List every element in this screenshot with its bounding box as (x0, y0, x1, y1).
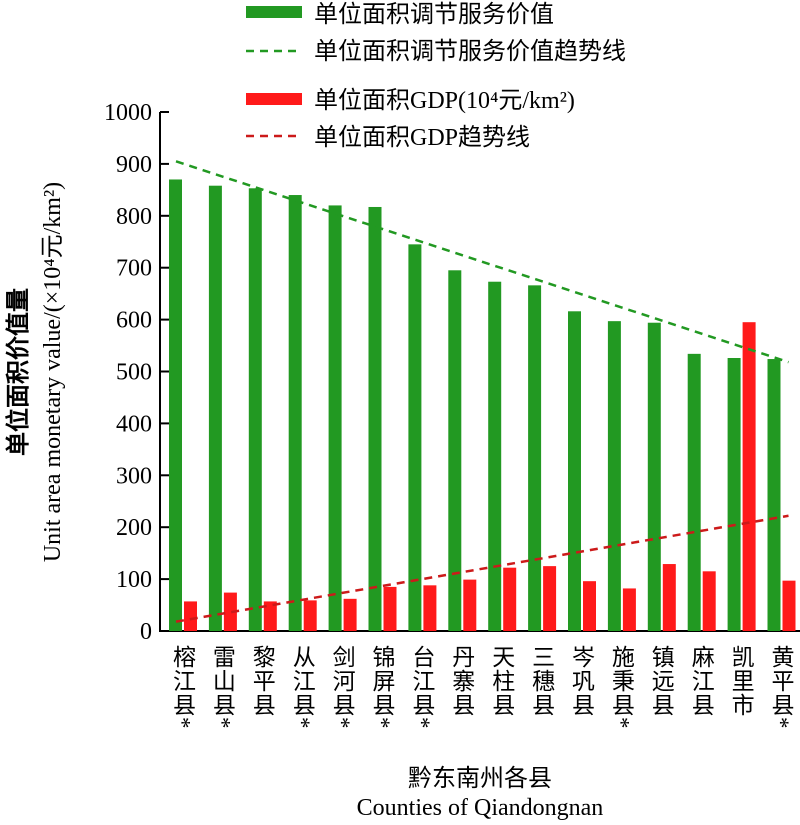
x-tick-label: 台江县* (409, 645, 436, 730)
x-tick-label: 从江县* (289, 645, 316, 730)
x-tick-label: 黄平县* (768, 645, 794, 730)
bar-gdp-value (782, 580, 796, 631)
legend-label-gdp-trend: 单位面积GDP趋势线 (314, 124, 530, 151)
x-tick-label: 雷山县* (209, 645, 235, 730)
y-tick-label: 800 (116, 204, 152, 230)
x-tick-label: 镇远县 (648, 645, 675, 717)
bar-regulation-value (208, 185, 222, 631)
bar-regulation-value (248, 188, 262, 631)
legend-label-regulation-trend: 单位面积调节服务价值趋势线 (314, 38, 626, 65)
bar-regulation-value (568, 311, 581, 631)
x-tick-label: 剑河县* (329, 645, 356, 730)
bar-gdp-value (223, 592, 237, 631)
bar-regulation-value (288, 195, 302, 632)
bar-gdp-value (702, 571, 716, 631)
y-tick-label: 100 (116, 567, 152, 593)
y-tick-label: 900 (116, 152, 152, 178)
bar-regulation-value (687, 353, 701, 631)
bar-regulation-value (328, 205, 342, 632)
y-tick-label: 600 (116, 308, 152, 334)
bar-gdp-value (343, 598, 357, 631)
x-tick-label: 锦屏县* (369, 645, 396, 730)
y-tick-label: 200 (116, 515, 152, 541)
bar-gdp-value (383, 586, 397, 631)
bar-gdp-value (742, 322, 756, 631)
bar-regulation-value (448, 270, 462, 631)
bar-regulation-value (767, 359, 781, 631)
x-tick-label: 天柱县 (489, 645, 516, 717)
x-axis-title-cn: 黔东南州各县 (408, 765, 552, 792)
bar-regulation-value (169, 179, 182, 631)
x-tick-label: 丹寨县 (449, 645, 476, 717)
bar-gdp-value (543, 566, 557, 631)
bar-regulation-value (647, 322, 661, 631)
bars (169, 179, 796, 632)
legend: 单位面积调节服务价值 单位面积调节服务价值趋势线 单位面积GDP(10⁴元/km… (246, 1, 626, 151)
trendlines (175, 160, 789, 623)
bar-regulation-value (727, 358, 741, 631)
legend-swatch-regulation-bar (246, 6, 302, 18)
x-tick-label: 麻江县 (688, 645, 715, 717)
bar-gdp-value (622, 588, 636, 631)
legend-swatch-gdp-bar (246, 93, 302, 105)
legend-label-regulation: 单位面积调节服务价值 (314, 1, 554, 28)
bar-gdp-value (423, 585, 437, 631)
bar-gdp-value (184, 601, 197, 631)
bar-regulation-value (368, 206, 382, 632)
x-tick-label: 岑巩县 (569, 645, 596, 717)
y-tick-label: 0 (140, 619, 152, 645)
legend-label-gdp: 单位面积GDP(10⁴元/km²) (314, 87, 575, 114)
trendline-regulation (175, 160, 789, 364)
y-axis-title-cn: 单位面积价值量 (4, 288, 32, 456)
trendline-gdp (175, 514, 789, 623)
x-tick-label: 黎平县 (249, 645, 276, 717)
x-tick-label: 凯里市 (728, 645, 754, 717)
bar-regulation-value (607, 321, 621, 631)
x-axis-tick-labels: 榕江县* 雷山县* 黎平县 从江县* 剑河县* 锦屏县* 台江县* 丹寨县 天柱县 三穗县 岑巩县施… (170, 645, 794, 730)
bar-gdp-value (583, 581, 596, 631)
bar-regulation-value (528, 285, 542, 631)
bar-gdp-value (303, 600, 317, 631)
y-tick-label: 500 (116, 360, 152, 386)
y-tick-label: 300 (116, 463, 152, 489)
bar-gdp-value (662, 564, 676, 631)
bar-gdp-value (263, 601, 277, 631)
y-axis-ticks: 0 100 200 300 400 500 600 700 800 900 1000 (104, 100, 169, 645)
y-tick-label: 400 (116, 411, 152, 437)
y-axis-title-en: Unit area monetary value/(×10⁴元/km²) (40, 182, 66, 562)
bar-gdp-value (463, 579, 477, 631)
y-tick-label: 700 (116, 256, 152, 282)
x-axis-title-en: Counties of Qiandongnan (357, 795, 604, 821)
x-tick-label: 三穗县 (529, 645, 556, 717)
x-tick-label: 施秉县* (608, 645, 635, 730)
bar-regulation-value (488, 281, 502, 631)
y-tick-label: 1000 (104, 100, 152, 126)
bar-gdp-value (503, 567, 517, 631)
bar-regulation-value (408, 244, 422, 631)
x-tick-label: 榕江县* (170, 645, 197, 730)
